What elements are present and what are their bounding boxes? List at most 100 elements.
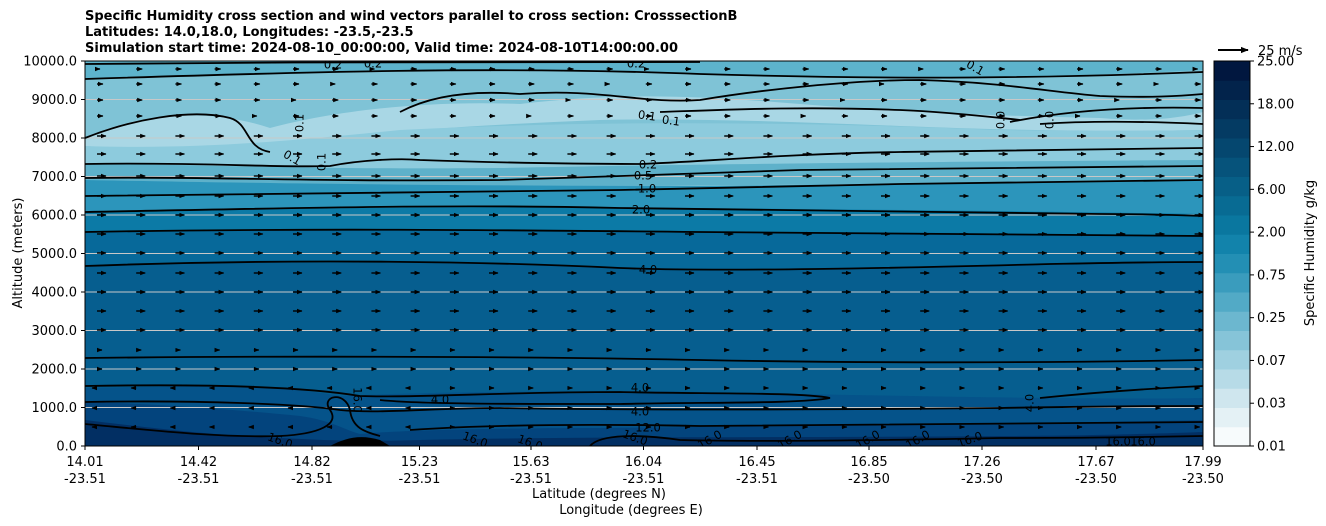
contour-label: 0.1 [315,153,329,171]
colorbar-tick-label: 0.75 [1257,268,1286,283]
contour-line-4-0-b [85,384,831,405]
colorbar-swatch [1214,176,1250,197]
colorbar-swatch [1214,138,1250,158]
contour-line-0-1-upper [399,79,1203,113]
contour-label: 0.2 [639,158,657,172]
band-dry-layer [85,96,1203,149]
y-tick-label: 0.0 [56,440,77,455]
x-tick-label-lon: -23.51 [399,472,441,487]
colorbar-tick-label: 25.00 [1257,55,1294,70]
band-4-0 [85,262,1203,420]
colorbar-swatch [1214,426,1250,447]
contour-line-0-2 [85,147,1203,168]
x-tick-label-lat: 14.42 [180,455,217,470]
colorbar-tick-label: 18.00 [1257,97,1294,112]
colorbar-swatch [1214,369,1250,389]
x-tick-label-lat: 15.63 [512,455,549,470]
x-tick-label-lat: 17.26 [963,455,1000,470]
band-dry-lower [85,123,1203,169]
contour-label: 4.0 [639,263,657,277]
x-tick-label-lon: -23.51 [291,472,333,487]
contour-label: 0.1 [661,112,681,128]
colorbar-swatch [1214,157,1250,177]
x-tick-label-lon: -23.50 [961,472,1003,487]
colorbar-tick-label: 2.00 [1257,226,1286,241]
terrain-black [330,437,390,446]
x-tick-label-lon: -23.51 [178,472,220,487]
x-tick-label-lat: 16.04 [625,455,662,470]
colorbar-swatch [1214,253,1250,274]
contour-label: 0.1 [293,114,307,132]
colorbar-tick-label: 0.25 [1257,311,1286,326]
contour-label: 0.2 [627,57,645,71]
x-tick-label-lon: -23.51 [64,472,106,487]
contour-line-0-0-right [1009,106,1203,123]
colorbar-swatch [1214,272,1250,293]
contour-label: 2.0 [632,203,650,217]
x-tick-label-lat: 14.01 [66,455,103,470]
x-tick-label-lon: -23.51 [736,472,778,487]
contour-label: 16.0 [1105,435,1131,449]
colorbar-swatch [1214,388,1250,408]
colorbar-swatch [1214,195,1250,216]
contour-line-4-0 [85,260,1203,271]
contour-label: 1.0 [638,182,656,196]
chart-title-line-3: Simulation start time: 2024-08-10_00:00:… [85,41,678,56]
y-tick-label: 5000.0 [32,247,78,262]
colorbar: 0.01 0.03 0.07 0.25 0.75 2.00 6.00 12.00 18.00 25… [1214,55,1294,455]
x-axis: 14.01 -23.51 14.42 -23.51 14.82 -23.51 15.23 -2… [64,446,1224,487]
y-tick-label: 1000.0 [32,401,78,416]
contour-line-4-0-c [85,400,1203,413]
contour-line-0-1-mid [659,107,1021,121]
y-tick-label: 3000.0 [32,324,78,339]
x-tick-label-lon: -23.50 [848,472,890,487]
y-tick-label: 9000.0 [32,93,78,108]
contour-line-0-2-edge [85,61,701,65]
x-tick-label-lat: 16.45 [738,455,775,470]
wind-vectors [91,66,1203,430]
contour-label: 16.0 [1130,435,1156,449]
colorbar-tick-label: 6.00 [1257,183,1286,198]
y-tick-label: 7000.0 [32,170,78,185]
x-axis-label-2: Longitude (degrees E) [559,503,703,518]
contour-label: 16.0 [351,387,365,413]
chart-title-line-2: Latitudes: 14.0,18.0, Longitudes: -23.5,… [85,25,414,40]
colorbar-swatch [1214,61,1250,81]
contour-line-12-0 [409,421,1203,431]
contour-label: 4.0 [631,381,649,395]
colorbar-label: Specific Humidity g/kg [1303,180,1318,326]
contour-lines [85,61,1203,446]
contour-line-16-0-left [85,396,381,438]
colorbar-frame [1213,60,1251,447]
x-axis-label: Latitude (degrees N) [532,487,666,502]
y-tick-label: 4000.0 [32,286,78,301]
plot-area: 0.2 0.2 0.2 0.10.1 0.10.10.1 0.10.0 0.00.20.51… [85,57,1203,449]
y-axis: 0.0 1000.0 2000.0 3000.0 4000.0 5000.0 6000.0 7… [23,55,85,455]
contour-label: 0.2 [364,57,382,71]
colorbar-tick-label: 12.00 [1257,140,1294,155]
contour-line-0-0-right2 [1039,120,1203,125]
contour-label: 4.0 [431,393,449,407]
contour-label: 4.0 [631,405,649,419]
contour-line-16-0 [589,435,1203,446]
x-tick-label-lat: 17.67 [1077,455,1114,470]
band-12-0 [85,402,1203,446]
y-tick-label: 8000.0 [32,132,78,147]
colorbar-tick-label: 0.07 [1257,354,1286,369]
y-tick-label: 10000.0 [23,55,77,70]
colorbar-tick-label: 0.03 [1257,397,1286,412]
x-tick-label-lat: 14.82 [293,455,330,470]
x-tick-label-lat: 17.99 [1184,455,1221,470]
chart-title-line-1: Specific Humidity cross section and wind… [85,9,738,24]
gridlines [85,99,1203,408]
contour-label: 0.5 [634,169,652,183]
x-tick-label-lon: -23.50 [1182,472,1224,487]
colorbar-swatch [1214,80,1250,100]
contour-line-0-2-top [85,69,1203,80]
x-tick-label-lon: -23.51 [623,472,665,487]
colorbar-swatch [1214,234,1250,254]
x-tick-label-lon: -23.50 [1075,472,1117,487]
contour-label: 4.0 [1023,394,1037,412]
contour-line-1-0 [85,179,1203,197]
